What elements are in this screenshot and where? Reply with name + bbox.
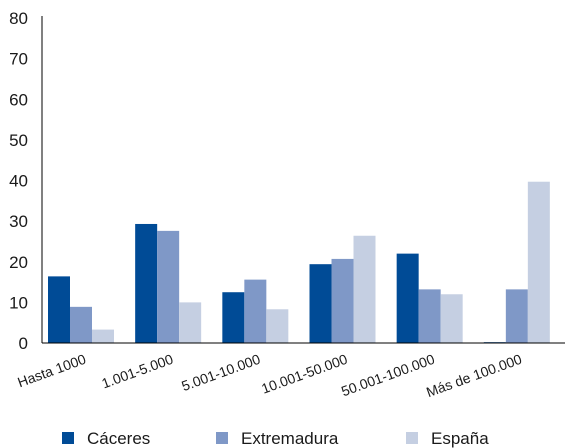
x-category-label-3: 10.001-50.000 bbox=[259, 351, 350, 397]
bar-c-ceres-1 bbox=[135, 223, 158, 343]
y-tick-label-30: 30 bbox=[9, 212, 28, 231]
legend: Cáceres Extremadura España bbox=[62, 429, 489, 448]
bar-extremadura-2 bbox=[244, 279, 267, 343]
bar-extremadura-3 bbox=[331, 258, 354, 343]
bar-espa-a-1 bbox=[179, 302, 202, 343]
x-category-label-1: 1.001-5.000 bbox=[99, 351, 175, 392]
bar-espa-a-3 bbox=[353, 235, 376, 343]
bars bbox=[48, 181, 550, 343]
y-tick-label-0: 0 bbox=[19, 334, 28, 353]
bar-c-ceres-4 bbox=[396, 253, 419, 343]
x-category-label-5: Más de 100.000 bbox=[424, 351, 524, 400]
bar-c-ceres-0 bbox=[48, 276, 70, 343]
x-category-label-0: Hasta 1000 bbox=[15, 351, 88, 391]
legend-label-0: Cáceres bbox=[87, 429, 150, 448]
legend-swatch-1 bbox=[216, 432, 228, 444]
y-axis-tick-labels: 0 10 20 30 40 50 60 70 80 bbox=[9, 9, 28, 353]
bar-extremadura-0 bbox=[70, 306, 92, 343]
bar-extremadura-4 bbox=[418, 289, 441, 343]
legend-swatch-0 bbox=[62, 432, 74, 444]
y-tick-label-40: 40 bbox=[9, 172, 28, 191]
x-category-label-2: 5.001-10.000 bbox=[179, 351, 262, 394]
legend-label-2: España bbox=[431, 429, 489, 448]
y-tick-label-70: 70 bbox=[9, 50, 28, 69]
bar-c-ceres-2 bbox=[222, 292, 245, 343]
bar-espa-a-5 bbox=[527, 181, 550, 343]
y-tick-label-60: 60 bbox=[9, 90, 28, 109]
bar-extremadura-5 bbox=[505, 289, 528, 343]
y-tick-label-20: 20 bbox=[9, 253, 28, 272]
axes bbox=[41, 16, 565, 344]
bar-c-ceres-3 bbox=[309, 264, 332, 343]
bar-espa-a-2 bbox=[266, 309, 289, 343]
y-tick-label-50: 50 bbox=[9, 131, 28, 150]
bar-extremadura-1 bbox=[157, 230, 180, 343]
x-category-label-4: 50.001-100.000 bbox=[339, 351, 437, 400]
legend-swatch-2 bbox=[406, 432, 418, 444]
y-tick-label-10: 10 bbox=[9, 293, 28, 312]
y-tick-label-80: 80 bbox=[9, 9, 28, 28]
bar-espa-a-0 bbox=[92, 329, 114, 343]
bar-espa-a-4 bbox=[440, 294, 463, 343]
x-axis-category-labels: Hasta 1000 1.001-5.000 5.001-10.00010.001-… bbox=[15, 351, 524, 400]
legend-label-1: Extremadura bbox=[241, 429, 339, 448]
